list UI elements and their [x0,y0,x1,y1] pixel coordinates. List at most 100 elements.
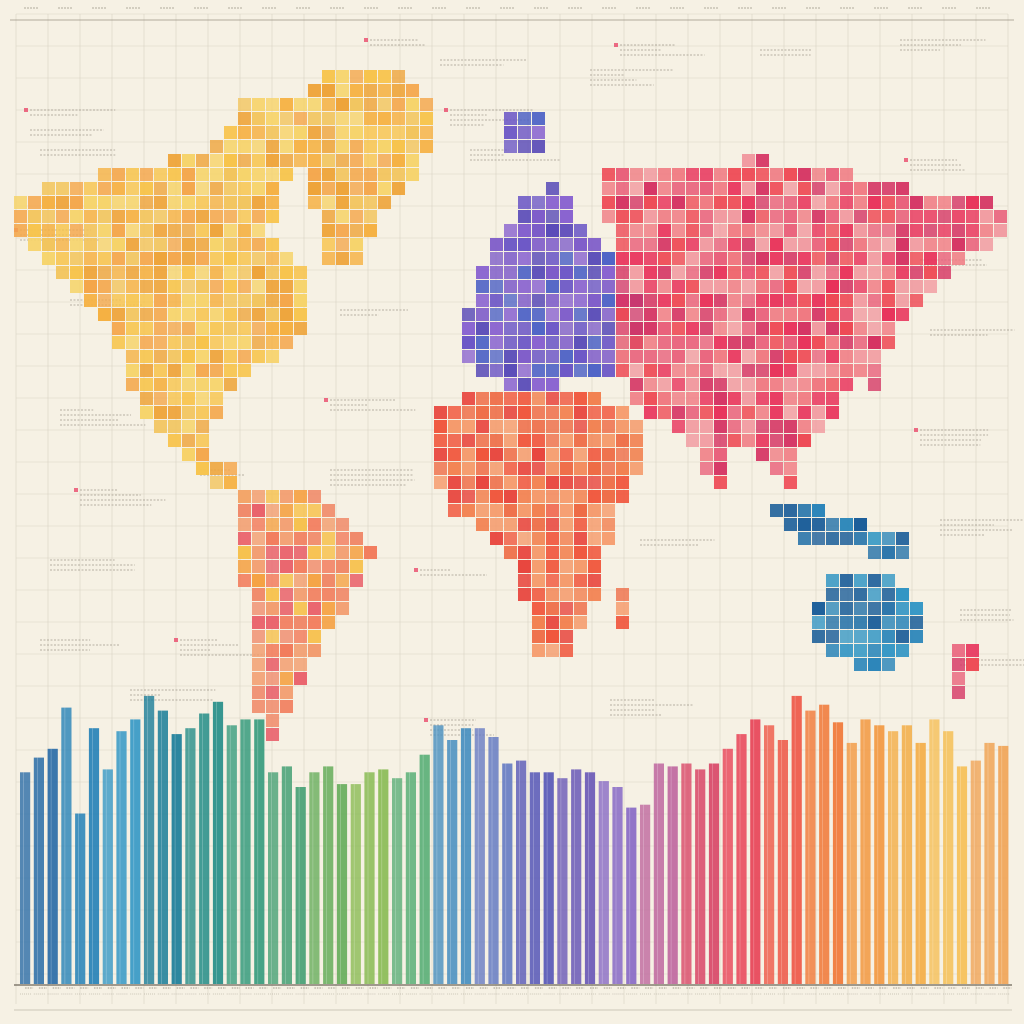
bar [116,731,127,984]
map-region-asia [602,154,1007,489]
map-region-scandinavia [504,182,573,237]
map-region-madagascar [616,588,629,629]
map-region-europe [462,210,643,391]
bar [144,695,155,984]
bar [364,772,375,984]
bar [102,769,113,984]
bar [392,778,403,984]
bar [254,719,265,984]
bar [640,804,651,984]
bar [860,719,871,984]
bar [460,728,472,984]
bar [874,725,885,984]
bar [832,722,844,984]
bar [805,710,816,984]
bar [846,742,857,984]
annotation-note [74,488,166,506]
bar [612,787,623,984]
bar [502,763,513,984]
annotation-note [614,43,705,56]
bar-chart [20,695,1009,984]
bar [722,748,733,984]
annotation-note [174,638,265,656]
bar [791,695,802,984]
bar [405,772,416,984]
map-region-new-zealand [952,644,979,699]
map-region-iceland [504,112,545,153]
bar [529,772,540,984]
bar [240,719,251,984]
bar [447,740,458,984]
bar [956,766,968,984]
bar [33,757,44,984]
bar [557,778,568,984]
bar [970,760,981,984]
bar [268,772,279,984]
bar [488,737,499,984]
bar [929,719,940,984]
map-region-southeast-asia [770,504,909,559]
annotation-note [760,49,812,56]
annotation-note [440,59,527,66]
bar [281,766,292,984]
annotation-note [340,309,408,316]
bar [708,763,720,984]
chart-baseline-axis [14,984,1012,1011]
map-region-north-america [14,98,307,461]
annotation-note [24,108,116,116]
bar [653,763,664,984]
bar [695,769,706,984]
bar [323,766,334,984]
annotation-note [904,158,966,171]
bar [20,772,31,984]
bar [47,748,58,984]
annotation-note [610,699,693,716]
bar [764,725,775,984]
bar [336,784,348,984]
bar [777,740,788,984]
annotation-note [444,108,533,126]
annotation-note [914,428,989,446]
bar [88,728,100,984]
bar [157,710,168,984]
bar [888,731,899,984]
bar [474,728,485,984]
bar [750,719,761,984]
annotation-note [330,469,415,486]
bar [626,807,637,984]
bar [901,725,912,984]
annotation-note [590,69,673,86]
map-region-south-america [238,490,377,741]
bar [309,772,320,984]
bar [185,728,196,984]
annotation-note [130,689,216,701]
bar [61,707,72,984]
annotation-note [960,609,1014,621]
annotation-note [30,129,104,136]
bar [212,701,224,984]
bar [171,734,182,984]
map-region-australia [812,574,923,671]
bar [584,772,596,984]
bar [543,772,554,984]
bar [681,763,692,984]
map-region-japan [868,336,895,391]
world-mosaic-map [14,70,1007,741]
bar [516,760,527,984]
bar [433,725,444,984]
annotation-note [640,539,715,546]
bar [998,745,1009,984]
bar [915,742,926,984]
bar [943,731,954,984]
annotation-note [930,329,1015,336]
bar [984,742,995,984]
annotation-note [60,409,146,426]
bar [75,813,86,984]
bar [295,787,306,984]
map-region-greenland [294,70,433,265]
annotation-note [470,149,560,161]
bar [571,769,582,984]
bar [598,781,609,984]
